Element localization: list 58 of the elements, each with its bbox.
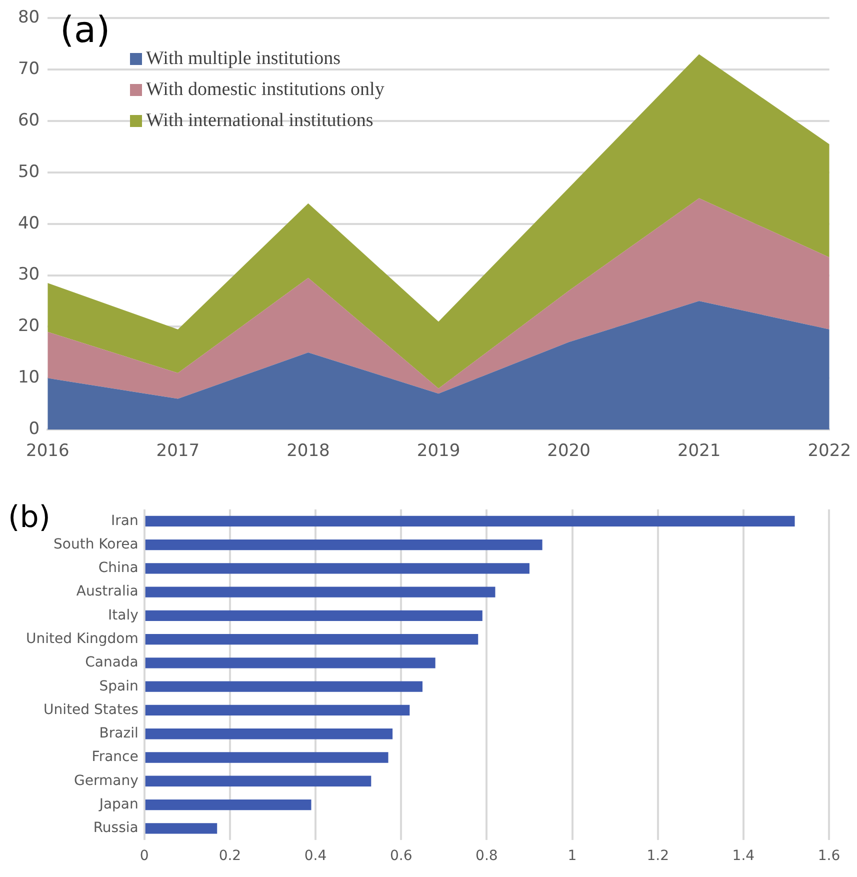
x-tick-label: 1.6 [818,848,840,864]
y-tick-label: South Korea [54,536,138,552]
bar [145,658,436,668]
x-tick-label: 0.2 [218,848,242,864]
y-tick-label: France [92,749,138,766]
y-tick-label: 0 [28,419,40,440]
bar [145,799,312,810]
y-tick-label: Russia [93,820,138,836]
y-tick-label: 20 [18,316,40,336]
bar [145,776,372,786]
bar [145,586,496,598]
x-tick-label: 1 [568,848,577,864]
chart-title: (a) [60,10,110,51]
x-tick-label: 2019 [416,441,460,462]
y-tick-label: 80 [18,8,40,28]
y-tick-label: Germany [74,772,138,789]
x-tick-label: 1.2 [646,848,669,864]
bar [145,752,388,763]
y-tick-label: Brazil [99,726,138,742]
y-tick-label: 10 [18,368,40,388]
y-tick-label: Japan [98,796,138,812]
bar [145,610,482,622]
bar [145,540,542,550]
y-tick-label: Spain [99,678,138,694]
y-tick-label: United States [44,702,138,718]
y-tick-label: Canada [85,654,138,671]
bar [145,516,795,527]
y-tick-label: United Kingdom [26,631,138,647]
x-tick-label: 0 [140,848,149,864]
y-tick-label: Australia [76,584,138,600]
x-tick-label: 2017 [156,441,200,462]
x-tick-label: 2022 [808,441,851,462]
y-tick-label: 60 [18,110,40,130]
legend-label: With multiple institutions [146,48,341,70]
x-tick-label: 2016 [26,441,70,462]
bar [145,563,530,574]
chart-title: (b) [8,500,50,535]
y-tick-label: 30 [18,264,40,285]
legend-label: With domestic institutions only [146,79,384,101]
bar [145,823,218,834]
y-tick-label: 50 [18,162,40,182]
x-tick-label: 1.4 [732,848,755,864]
y-tick-label: 40 [18,213,40,234]
x-tick-label: 0.8 [476,848,498,864]
x-tick-label: 2020 [547,441,590,462]
y-tick-label: Italy [108,607,138,624]
bar [145,728,393,740]
legend-label: With international institutions [146,110,374,132]
x-tick-label: 0.6 [390,848,412,864]
y-tick-label: Iran [111,512,138,529]
bar [145,704,410,716]
x-tick-label: 2018 [286,441,330,462]
x-tick-label: 2021 [677,441,721,462]
y-tick-label: China [98,560,138,576]
bar [145,681,422,692]
bar [145,634,478,645]
x-tick-label: 0.4 [304,848,327,864]
y-tick-label: 70 [18,59,40,80]
